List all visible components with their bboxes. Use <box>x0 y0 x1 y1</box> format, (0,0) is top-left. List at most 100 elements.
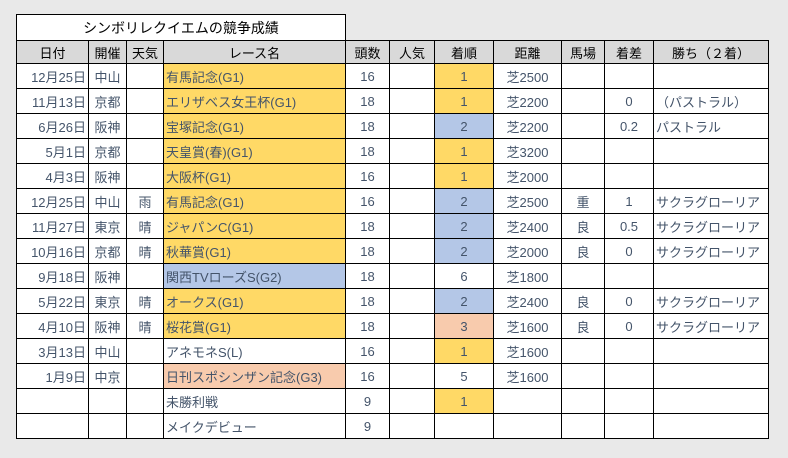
cell-track-condition <box>561 338 605 364</box>
cell-heads-count: 18 <box>345 263 390 289</box>
cell-heads-count: 16 <box>345 163 390 189</box>
cell-weather <box>126 263 164 289</box>
cell-venue: 中山 <box>88 63 127 89</box>
cell-margin <box>604 163 654 189</box>
cell-date: 4月10日 <box>16 313 89 339</box>
cell-date <box>16 413 89 439</box>
cell-winner <box>653 338 769 364</box>
cell-track-condition <box>561 263 605 289</box>
cell-popularity <box>389 313 435 339</box>
col-header-weather: 天気 <box>126 40 164 64</box>
cell-popularity <box>389 213 435 239</box>
cell-margin <box>604 263 654 289</box>
cell-date <box>16 388 89 414</box>
cell-popularity <box>389 338 435 364</box>
col-header-date: 日付 <box>16 40 89 64</box>
table-row: 12月25日 中山 有馬記念(G1) 16 1 芝2500 <box>16 63 769 89</box>
cell-margin <box>604 413 654 439</box>
cell-race-name: 大阪杯(G1) <box>163 163 346 189</box>
cell-winner <box>653 63 769 89</box>
cell-finish-position: 1 <box>434 388 494 414</box>
cell-track-condition: 重 <box>561 188 605 214</box>
cell-winner: サクラグローリア <box>653 188 769 214</box>
cell-finish-position: 1 <box>434 338 494 364</box>
cell-date: 11月13日 <box>16 88 89 114</box>
table-row: 1月9日 中京 日刊スポシンザン記念(G3) 16 5 芝1600 <box>16 363 769 389</box>
cell-venue: 中山 <box>88 338 127 364</box>
cell-distance: 芝1600 <box>493 338 562 364</box>
cell-distance <box>493 388 562 414</box>
cell-track-condition <box>561 138 605 164</box>
table-row: 4月10日 阪神晴桜花賞(G1) 18 3 芝1600 良 0 サクラグローリア <box>16 313 769 339</box>
cell-heads-count: 18 <box>345 238 390 264</box>
cell-venue <box>88 388 127 414</box>
cell-margin: 1 <box>604 188 654 214</box>
cell-track-condition <box>561 63 605 89</box>
cell-finish-position: 2 <box>434 113 494 139</box>
table-row: 11月27日 東京晴ジャパンC(G1) 18 2 芝2400 良 0.5 サクラグローリア <box>16 213 769 239</box>
table-row: 未勝利戦 9 1 <box>16 388 769 414</box>
cell-margin <box>604 63 654 89</box>
cell-distance: 芝2200 <box>493 88 562 114</box>
cell-distance: 芝2200 <box>493 113 562 139</box>
cell-weather: 雨 <box>126 188 164 214</box>
table-row: 5月1日 京都 天皇賞(春)(G1) 18 1 芝3200 <box>16 138 769 164</box>
cell-winner: （パストラル） <box>653 88 769 114</box>
cell-winner <box>653 263 769 289</box>
cell-distance: 芝2000 <box>493 163 562 189</box>
cell-date: 11月27日 <box>16 213 89 239</box>
cell-distance: 芝1800 <box>493 263 562 289</box>
header-row: 日付 開催 天気 レース名 頭数 人気 着順 距離 馬場 着差 勝ち（２着） <box>16 40 769 64</box>
cell-venue: 阪神 <box>88 313 127 339</box>
cell-finish-position: 3 <box>434 313 494 339</box>
cell-distance: 芝2400 <box>493 288 562 314</box>
cell-weather <box>126 138 164 164</box>
cell-finish-position: 2 <box>434 213 494 239</box>
cell-winner: サクラグローリア <box>653 238 769 264</box>
cell-venue: 京都 <box>88 138 127 164</box>
table-row: 9月18日 阪神 関西TVローズS(G2) 18 6 芝1800 <box>16 263 769 289</box>
cell-weather <box>126 63 164 89</box>
cell-weather <box>126 388 164 414</box>
cell-track-condition: 良 <box>561 313 605 339</box>
cell-popularity <box>389 188 435 214</box>
cell-date: 1月9日 <box>16 363 89 389</box>
cell-venue: 京都 <box>88 238 127 264</box>
cell-finish-position: 2 <box>434 238 494 264</box>
cell-distance: 芝1600 <box>493 313 562 339</box>
cell-venue: 東京 <box>88 213 127 239</box>
cell-finish-position: 1 <box>434 63 494 89</box>
cell-heads-count: 9 <box>345 388 390 414</box>
cell-winner <box>653 413 769 439</box>
cell-venue: 阪神 <box>88 113 127 139</box>
col-header-distance: 距離 <box>493 40 562 64</box>
cell-distance: 芝3200 <box>493 138 562 164</box>
cell-popularity <box>389 238 435 264</box>
cell-weather <box>126 338 164 364</box>
cell-distance: 芝2400 <box>493 213 562 239</box>
cell-track-condition: 良 <box>561 238 605 264</box>
cell-date: 9月18日 <box>16 263 89 289</box>
cell-winner: サクラグローリア <box>653 313 769 339</box>
cell-date: 3月13日 <box>16 338 89 364</box>
cell-track-condition: 良 <box>561 288 605 314</box>
cell-margin: 0 <box>604 313 654 339</box>
cell-margin: 0.2 <box>604 113 654 139</box>
col-header-track-condition: 馬場 <box>561 40 605 64</box>
table-row: 6月26日 阪神 宝塚記念(G1) 18 2 芝2200 0.2 パストラル <box>16 113 769 139</box>
cell-date: 4月3日 <box>16 163 89 189</box>
cell-weather <box>126 363 164 389</box>
table-row: 11月13日 京都 エリザベス女王杯(G1) 18 1 芝2200 0 （パストラル） <box>16 88 769 114</box>
cell-heads-count: 16 <box>345 188 390 214</box>
cell-finish-position: 6 <box>434 263 494 289</box>
cell-margin <box>604 138 654 164</box>
col-header-venue: 開催 <box>88 40 127 64</box>
cell-winner: サクラグローリア <box>653 213 769 239</box>
cell-track-condition <box>561 113 605 139</box>
cell-race-name: 日刊スポシンザン記念(G3) <box>163 363 346 389</box>
cell-heads-count: 18 <box>345 138 390 164</box>
race-results-table: 日付 開催 天気 レース名 頭数 人気 着順 距離 馬場 着差 勝ち（２着） 12月25日 中山 有馬記… <box>16 40 769 439</box>
cell-heads-count: 16 <box>345 338 390 364</box>
cell-venue: 阪神 <box>88 263 127 289</box>
cell-race-name: 宝塚記念(G1) <box>163 113 346 139</box>
